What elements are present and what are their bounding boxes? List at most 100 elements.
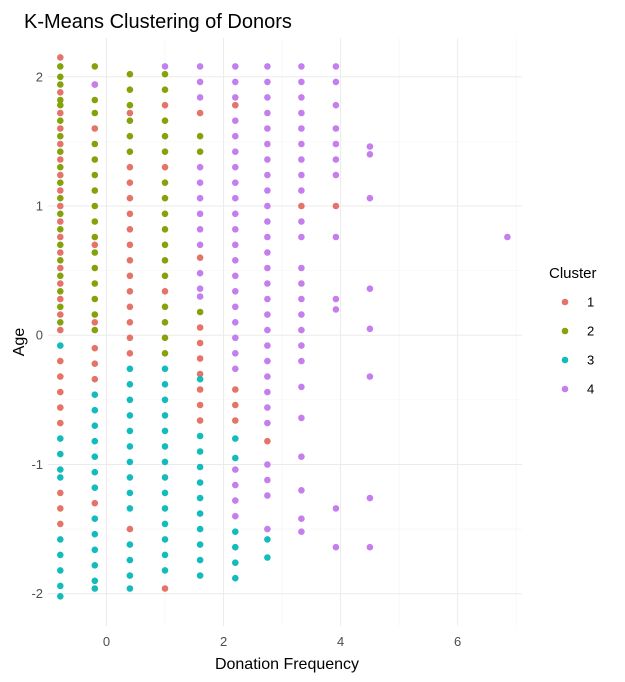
point-cluster-2 [161,132,169,140]
point-cluster-3 [161,365,169,373]
point-cluster-4 [332,156,340,163]
point-cluster-1 [232,417,239,424]
point-cluster-2 [161,117,169,124]
point-cluster-4 [232,226,239,233]
legend: Cluster 1 2 3 4 [549,265,597,397]
point-cluster-2 [57,163,64,171]
point-cluster-3 [196,541,204,548]
point-cluster-1 [196,324,204,331]
point-cluster-1 [91,319,99,326]
legend-key-1 [561,298,569,306]
point-cluster-3 [161,489,169,497]
x-axis-ticks: 0 2 4 6 [103,634,461,649]
point-cluster-4 [232,497,239,504]
point-cluster-1 [196,339,204,347]
point-cluster-2 [161,194,169,202]
point-cluster-2 [126,117,134,124]
point-cluster-4 [332,543,340,551]
y-tick-label: 0 [36,328,43,343]
point-cluster-1 [57,388,64,396]
point-cluster-4 [264,492,271,499]
point-cluster-2 [91,63,99,70]
point-cluster-1 [196,254,204,261]
point-cluster-2 [91,249,99,256]
point-cluster-4 [232,288,239,295]
point-cluster-1 [161,163,169,171]
point-cluster-4 [196,163,204,171]
point-cluster-4 [332,101,340,109]
point-cluster-1 [196,370,204,378]
point-cluster-1 [161,101,169,109]
point-cluster-4 [298,125,305,132]
point-cluster-1 [196,401,204,409]
point-cluster-3 [264,554,271,561]
point-cluster-3 [196,572,204,579]
point-cluster-3 [57,536,64,543]
point-cluster-1 [57,202,64,210]
point-cluster-4 [232,63,239,70]
data-points [57,54,511,600]
point-cluster-4 [264,295,271,303]
point-cluster-2 [57,241,64,249]
point-cluster-3 [232,454,239,462]
point-cluster-1 [91,375,99,383]
point-cluster-2 [57,73,64,81]
point-cluster-2 [91,140,99,148]
point-cluster-3 [196,375,204,383]
point-cluster-3 [57,435,64,442]
point-cluster-1 [57,419,64,427]
point-cluster-1 [264,437,271,445]
point-cluster-2 [57,132,64,140]
point-cluster-3 [264,536,271,543]
point-cluster-4 [196,78,204,86]
point-cluster-1 [91,125,99,132]
point-cluster-4 [232,350,239,357]
point-cluster-2 [57,179,64,186]
point-cluster-1 [332,202,340,210]
point-cluster-3 [91,546,99,554]
point-cluster-4 [366,543,374,551]
point-cluster-4 [264,342,271,349]
point-cluster-2 [57,319,64,326]
point-cluster-3 [126,556,134,564]
point-cluster-4 [366,325,374,333]
point-cluster-4 [264,311,271,318]
point-cluster-3 [232,435,239,442]
point-cluster-4 [232,257,239,264]
point-cluster-3 [91,562,99,569]
point-cluster-4 [298,453,305,461]
point-cluster-2 [196,308,204,316]
point-cluster-1 [57,218,64,225]
point-cluster-4 [91,81,99,88]
point-cluster-4 [332,505,340,512]
point-cluster-2 [91,280,99,287]
point-cluster-1 [126,163,134,171]
point-cluster-3 [161,396,169,404]
point-cluster-4 [298,528,305,535]
point-cluster-4 [232,194,239,202]
point-cluster-4 [232,179,239,186]
point-cluster-1 [196,355,204,362]
point-cluster-4 [232,319,239,326]
point-cluster-4 [298,233,305,241]
point-cluster-4 [196,285,204,293]
point-cluster-3 [91,585,99,592]
point-cluster-3 [126,458,134,466]
point-cluster-3 [161,505,169,512]
x-tick-label: 2 [220,634,227,649]
point-cluster-2 [57,194,64,202]
point-cluster-4 [232,303,239,311]
point-cluster-1 [57,295,64,303]
point-cluster-4 [196,269,204,277]
point-cluster-1 [57,311,64,318]
point-cluster-2 [161,86,169,93]
point-cluster-4 [232,272,239,280]
point-cluster-3 [196,463,204,471]
point-cluster-2 [91,295,99,303]
point-cluster-3 [91,391,99,399]
point-cluster-2 [126,132,134,140]
point-cluster-4 [196,179,204,186]
point-cluster-1 [126,210,134,218]
point-cluster-3 [126,585,134,592]
